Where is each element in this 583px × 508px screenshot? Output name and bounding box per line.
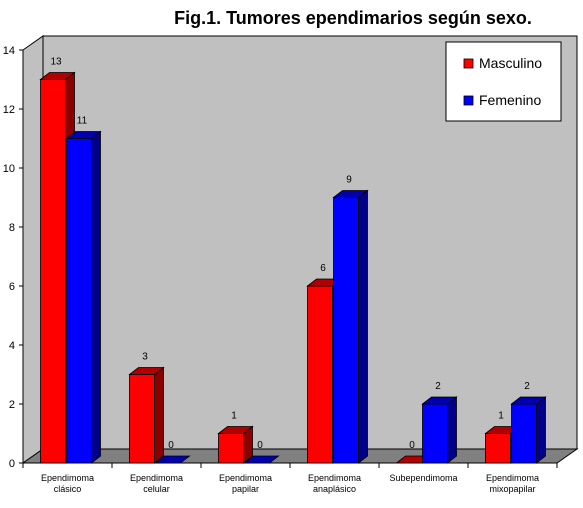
bar <box>306 278 343 464</box>
bar-top <box>421 396 458 405</box>
bar-top <box>154 455 191 464</box>
bar-top <box>510 396 547 405</box>
bar-top <box>243 455 280 464</box>
data-label: 2 <box>435 381 441 392</box>
x-tick-label: Ependimoma anaplásico <box>308 473 361 494</box>
y-tick-label: 6 <box>9 281 15 293</box>
bar-side <box>91 130 101 464</box>
bar <box>332 189 369 464</box>
data-label: 13 <box>50 57 62 68</box>
bar-front <box>218 433 244 464</box>
legend-swatch <box>463 95 474 106</box>
bar <box>421 396 458 464</box>
bar <box>128 366 165 464</box>
bar-side <box>536 396 546 464</box>
bar-side <box>358 189 368 464</box>
x-tick-label: Ependimoma celular <box>130 473 183 494</box>
data-label: 11 <box>77 116 88 127</box>
x-tick-label: Ependimoma clásico <box>41 473 94 494</box>
bar <box>217 425 254 464</box>
y-tick-label: 2 <box>9 399 15 411</box>
data-label: 1 <box>498 411 504 422</box>
bar-front <box>511 403 537 464</box>
bar-top <box>39 72 76 80</box>
data-label: 2 <box>524 381 530 392</box>
bar-top <box>65 131 102 139</box>
bar <box>510 396 547 464</box>
bar-front <box>66 138 92 464</box>
x-tick-label: Ependimoma papilar <box>219 473 272 494</box>
x-tick-label: Subependimoma <box>389 473 457 483</box>
legend-label: Femenino <box>479 92 541 108</box>
y-tick-label: 8 <box>9 222 15 234</box>
bar-top <box>128 367 165 375</box>
bar-front <box>333 197 359 464</box>
data-label: 0 <box>409 440 415 451</box>
bar <box>243 455 280 464</box>
bar-top <box>332 190 369 198</box>
legend: Masculino Femenino <box>445 41 562 122</box>
bar-front <box>40 79 66 464</box>
y-tick-label: 0 <box>9 458 15 470</box>
data-label: 9 <box>346 175 352 186</box>
data-label: 3 <box>142 352 148 363</box>
chart-title: Fig.1. Tumores ependimarios según sexo. <box>174 8 532 28</box>
bar-side <box>447 396 457 464</box>
legend-swatch <box>463 58 474 69</box>
plot-left-wall <box>22 35 44 464</box>
data-label: 1 <box>231 411 237 422</box>
bar-front <box>129 374 155 464</box>
data-label: 6 <box>320 263 326 274</box>
y-tick-label: 4 <box>9 340 15 352</box>
legend-label: Masculino <box>479 55 542 71</box>
y-tick-label: 10 <box>3 163 15 175</box>
bar-top <box>217 426 254 434</box>
bar-front <box>307 285 333 464</box>
data-label: 0 <box>168 440 174 451</box>
bar-front <box>485 433 511 464</box>
bar-front <box>422 403 448 464</box>
bar-side <box>154 366 164 464</box>
legend-box <box>445 41 562 122</box>
x-tick-label: Ependimoma mixopapilar <box>486 473 539 494</box>
y-tick-label: 12 <box>3 104 15 116</box>
data-label: 0 <box>257 440 263 451</box>
y-tick-label: 14 <box>3 45 15 57</box>
bar <box>154 455 191 464</box>
bar <box>65 130 102 464</box>
